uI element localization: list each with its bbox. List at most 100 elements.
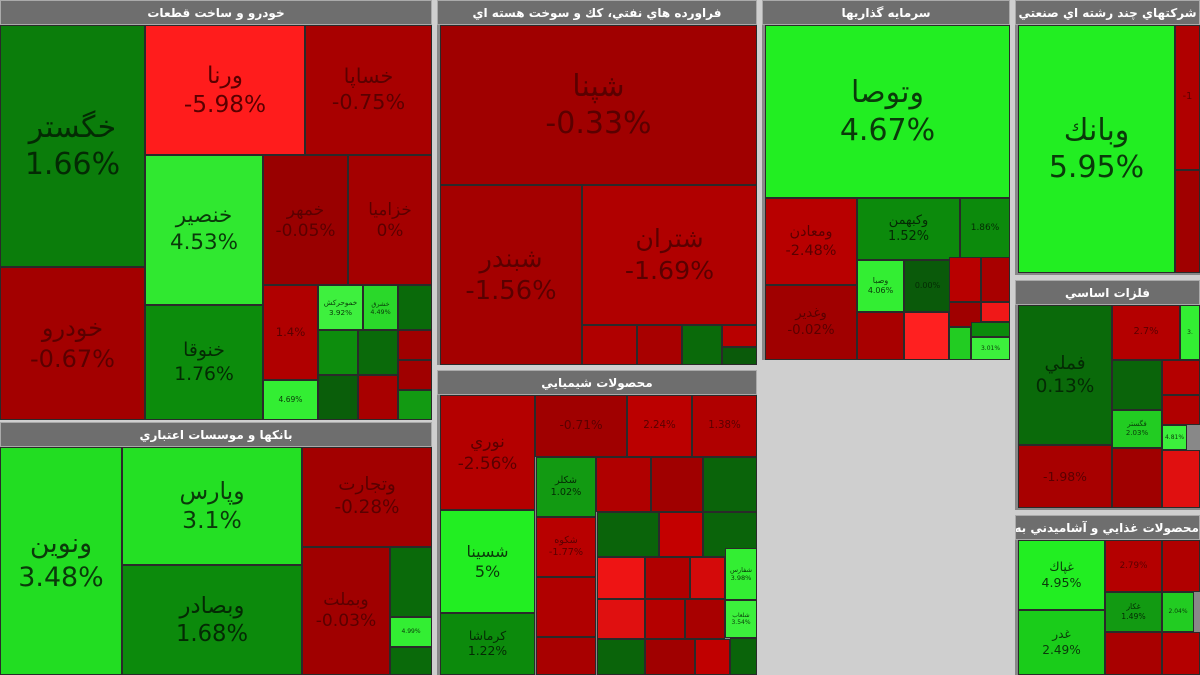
stock-tile[interactable]: -0.71% <box>535 395 627 457</box>
stock-tile[interactable]: خساپا -0.75% <box>305 25 432 155</box>
stock-tile[interactable] <box>597 557 645 599</box>
stock-tile[interactable] <box>582 325 637 365</box>
stock-tile[interactable]: 2.7% <box>1112 305 1180 360</box>
stock-tile[interactable]: وغدير -0.02% <box>765 285 857 360</box>
stock-tile[interactable] <box>318 330 358 375</box>
stock-tile[interactable] <box>659 512 703 557</box>
stock-tile[interactable] <box>949 327 971 360</box>
stock-tile[interactable] <box>390 547 432 617</box>
stock-tile[interactable]: شپنا -0.33% <box>440 25 757 185</box>
stock-tile[interactable]: ونوين 3.48% <box>0 447 122 675</box>
stock-tile[interactable] <box>1112 360 1162 410</box>
stock-tile[interactable] <box>1112 448 1162 508</box>
stock-tile[interactable]: وتجارت -0.28% <box>302 447 432 547</box>
stock-tile[interactable]: خنصير 4.53% <box>145 155 263 305</box>
stock-tile[interactable] <box>318 375 358 420</box>
stock-tile[interactable] <box>971 322 1010 337</box>
sector-title[interactable]: شركتهاي چند رشته اي صنعتي <box>1015 0 1200 25</box>
stock-tile[interactable] <box>690 557 725 599</box>
stock-tile[interactable] <box>722 325 757 347</box>
stock-tile[interactable] <box>597 599 645 639</box>
stock-tile[interactable]: 2.24% <box>627 395 692 457</box>
stock-tile[interactable] <box>398 360 432 390</box>
stock-tile[interactable] <box>651 457 703 512</box>
stock-tile[interactable] <box>1175 170 1200 273</box>
stock-tile[interactable] <box>358 330 398 375</box>
stock-tile[interactable]: غدر 2.49% <box>1018 610 1105 675</box>
stock-tile[interactable] <box>722 347 757 365</box>
stock-tile[interactable] <box>695 639 730 675</box>
stock-tile[interactable] <box>645 557 690 599</box>
stock-tile[interactable]: وپارس 3.1% <box>122 447 302 565</box>
stock-tile[interactable] <box>1162 540 1200 592</box>
stock-tile[interactable] <box>398 285 432 330</box>
stock-tile[interactable]: -1.98% <box>1018 445 1112 508</box>
stock-tile[interactable] <box>390 647 432 675</box>
stock-tile[interactable] <box>1162 360 1200 395</box>
sector-title[interactable]: خودرو و ساخت قطعات <box>0 0 432 25</box>
stock-tile[interactable]: وكبهمن 1.52% <box>857 198 960 260</box>
stock-tile[interactable]: 4.69% <box>263 380 318 420</box>
stock-tile[interactable] <box>1162 395 1200 425</box>
stock-tile[interactable] <box>981 257 1010 302</box>
stock-tile[interactable] <box>1105 632 1162 675</box>
stock-tile[interactable] <box>857 312 904 360</box>
stock-tile[interactable]: غكار 1.49% <box>1105 592 1162 632</box>
stock-tile[interactable] <box>730 638 757 675</box>
stock-tile[interactable] <box>904 312 949 360</box>
stock-tile[interactable]: فگستر 2.03% <box>1112 410 1162 448</box>
stock-tile[interactable] <box>682 325 722 365</box>
stock-tile[interactable]: ورنا -5.98% <box>145 25 305 155</box>
stock-tile[interactable]: شفارس 3.98% <box>725 548 757 600</box>
stock-tile[interactable]: كرماشا 1.22% <box>440 613 535 675</box>
stock-tile[interactable] <box>645 599 685 639</box>
stock-tile[interactable]: 1.38% <box>692 395 757 457</box>
sector-title[interactable]: فلزات اساسي <box>1015 280 1200 305</box>
stock-tile[interactable] <box>398 330 432 360</box>
stock-tile[interactable]: شتران -1.69% <box>582 185 757 325</box>
stock-tile[interactable]: وبملت -0.03% <box>302 547 390 675</box>
stock-tile[interactable] <box>358 375 398 420</box>
stock-tile[interactable]: شكلر 1.02% <box>536 457 596 517</box>
stock-tile[interactable]: خموحركش 3.92% <box>318 285 363 330</box>
stock-tile[interactable]: وتوصا 4.67% <box>765 25 1010 198</box>
stock-tile[interactable]: 4.99% <box>390 617 432 647</box>
stock-tile[interactable] <box>637 325 682 365</box>
stock-tile[interactable]: -1 <box>1175 25 1200 170</box>
stock-tile[interactable]: شبندر -1.56% <box>440 185 582 365</box>
sector-title[interactable]: بانكها و موسسات اعتباري <box>0 422 432 447</box>
stock-tile[interactable]: خمهر -0.05% <box>263 155 348 285</box>
stock-tile[interactable] <box>536 637 596 675</box>
stock-tile[interactable] <box>949 257 981 302</box>
stock-tile[interactable]: غپاك 4.95% <box>1018 540 1105 610</box>
stock-tile[interactable]: شلعاب 3.54% <box>725 600 757 638</box>
stock-tile[interactable] <box>981 302 1010 322</box>
stock-tile[interactable] <box>596 457 651 512</box>
stock-tile[interactable]: فملي 0.13% <box>1018 305 1112 445</box>
stock-tile[interactable]: وبصادر 1.68% <box>122 565 302 675</box>
stock-tile[interactable]: 4.81% <box>1162 425 1187 450</box>
stock-tile[interactable]: 3. <box>1180 305 1200 360</box>
stock-tile[interactable] <box>1162 632 1200 675</box>
stock-tile[interactable] <box>597 639 645 675</box>
stock-tile[interactable] <box>398 390 432 420</box>
stock-tile[interactable] <box>536 577 596 637</box>
stock-tile[interactable]: نوري -2.56% <box>440 395 535 510</box>
sector-title[interactable]: فراورده هاي نفتي، كك و سوخت هسته اي <box>437 0 757 25</box>
stock-tile[interactable]: وبانك 5.95% <box>1018 25 1175 273</box>
stock-tile[interactable]: 1.4% <box>263 285 318 380</box>
stock-tile[interactable]: خزامیا 0% <box>348 155 432 285</box>
stock-tile[interactable]: خشرق 4.49% <box>363 285 398 330</box>
sector-title[interactable]: محصولات غذايي و آشاميدني به جز قند و شكر <box>1015 515 1200 540</box>
sector-title[interactable]: سرمايه گذاريها <box>762 0 1010 25</box>
stock-tile[interactable]: خنوقا 1.76% <box>145 305 263 420</box>
stock-tile[interactable] <box>1162 450 1200 508</box>
stock-tile[interactable]: 0.00% <box>904 260 951 312</box>
stock-tile[interactable]: شكوه -1.77% <box>536 517 596 577</box>
stock-tile[interactable] <box>645 639 695 675</box>
stock-tile[interactable]: خگستر 1.66% <box>0 25 145 267</box>
stock-tile[interactable]: 2.79% <box>1105 540 1162 592</box>
stock-tile[interactable] <box>685 599 725 639</box>
stock-tile[interactable]: خودرو -0.67% <box>0 267 145 420</box>
stock-tile[interactable]: 2.04% <box>1162 592 1194 632</box>
